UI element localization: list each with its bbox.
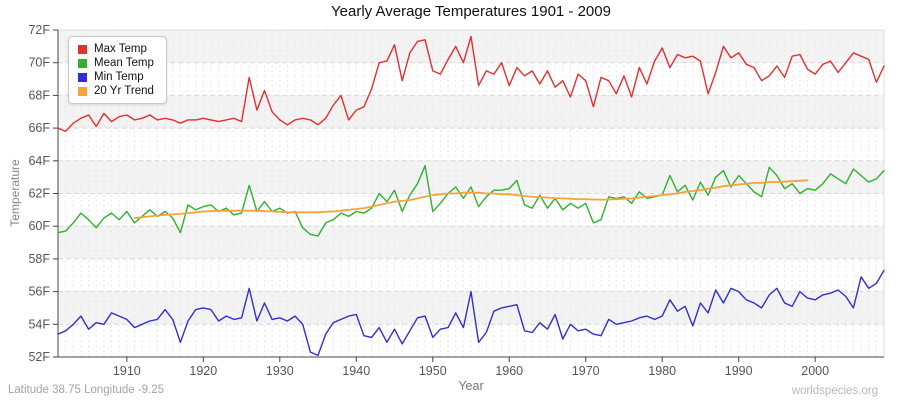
legend-label: Max Temp (94, 43, 147, 55)
legend-label: Min Temp (94, 71, 144, 83)
y-axis-title: Temperature (8, 159, 22, 227)
x-tick-label: 1970 (572, 364, 600, 378)
legend-label: 20 Yr Trend (94, 85, 154, 97)
legend-item-20-yr-trend: 20 Yr Trend (78, 84, 154, 98)
x-tick-label: 1950 (419, 364, 447, 378)
y-tick-label: 58F (28, 252, 50, 266)
watermark: worldspecies.org (791, 385, 878, 397)
x-tick-label: 2000 (801, 364, 829, 378)
y-tick-label: 66F (28, 121, 50, 135)
plot-band (58, 291, 884, 325)
x-tick-label: 1910 (113, 364, 141, 378)
coordinates-caption: Latitude 38.75 Longitude -9.25 (8, 384, 165, 396)
20-yr-trend-line (133, 179, 809, 219)
x-axis-title: Year (458, 379, 484, 393)
x-tick-label: 1980 (648, 364, 676, 378)
y-tick-label: 62F (28, 187, 50, 201)
y-tick-label: 64F (28, 154, 50, 168)
legend-swatch-icon (78, 72, 87, 82)
x-tick-label: 1920 (189, 364, 217, 378)
x-tick-label: 1930 (266, 364, 294, 378)
y-tick-label: 60F (28, 219, 50, 233)
legend-swatch-icon (78, 86, 87, 96)
y-tick-label: 52F (28, 350, 50, 364)
y-tick-label: 70F (28, 56, 50, 70)
max-temp-line (57, 35, 885, 133)
chart-title: Yearly Average Temperatures 1901 - 2009 (331, 3, 611, 20)
y-tick-label: 56F (28, 285, 50, 299)
min-temp-line (57, 269, 885, 357)
x-tick-label: 1990 (725, 364, 753, 378)
legend-item-min-temp: Min Temp (78, 70, 154, 84)
y-tick-label: 68F (28, 88, 50, 102)
legend-swatch-icon (78, 44, 87, 54)
legend-swatch-icon (78, 58, 87, 68)
y-tick-label: 54F (28, 317, 50, 331)
x-tick-label: 1960 (495, 364, 523, 378)
legend-label: Mean Temp (94, 57, 154, 69)
x-tick-label: 1940 (342, 364, 370, 378)
legend-item-mean-temp: Mean Temp (78, 56, 154, 70)
y-tick-label: 72F (28, 23, 50, 37)
legend-item-max-temp: Max Temp (78, 42, 154, 56)
legend: Max Temp Mean Temp Min Temp 20 Yr Trend (68, 36, 167, 104)
